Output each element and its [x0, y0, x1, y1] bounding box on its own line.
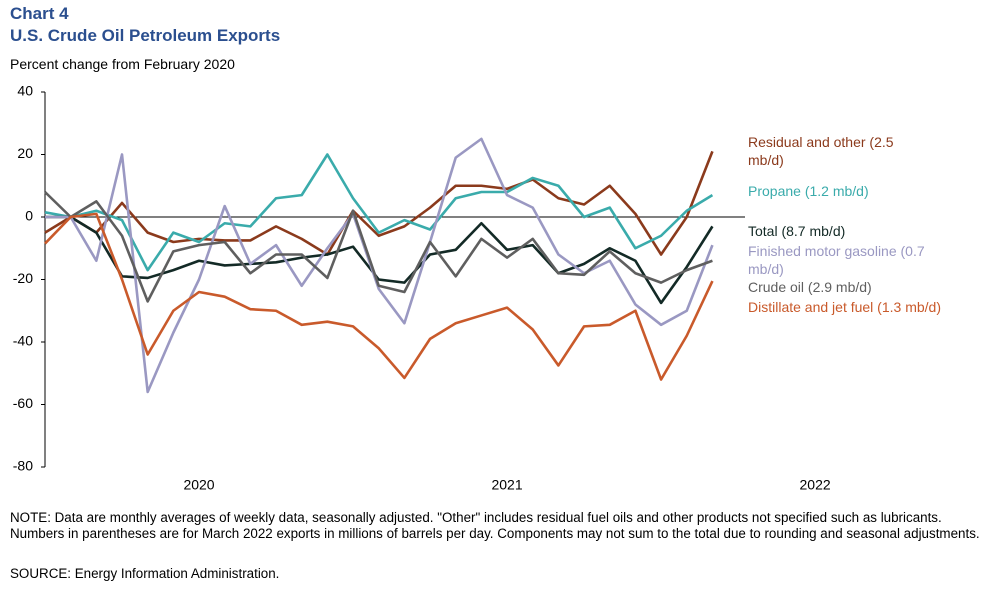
series-line: [45, 215, 714, 305]
series-line: [44, 150, 714, 256]
legend-label: Total (8.7 mb/d): [748, 223, 846, 239]
y-tick-label: -80: [13, 458, 33, 474]
x-tick-label: 2022: [800, 477, 831, 493]
x-tick-label: 2020: [183, 477, 214, 493]
y-tick-label: 40: [17, 83, 33, 99]
y-tick-label: 0: [25, 208, 33, 224]
legend-label: Crude oil (2.9 mb/d): [748, 279, 872, 295]
y-axis-label: Percent change from February 2020: [10, 56, 235, 72]
chart-title: Chart 4: [10, 4, 69, 23]
legend-label: Distillate and jet fuel (1.3 mb/d): [748, 299, 941, 315]
y-tick-label: -40: [13, 333, 33, 349]
y-tick-label: 20: [17, 145, 33, 161]
series-line: [44, 212, 714, 381]
legend-label: Finished motor gasoline (0.7 mb/d): [748, 243, 925, 277]
source: SOURCE: Energy Information Administratio…: [10, 566, 280, 581]
y-tick-label: -20: [13, 270, 33, 286]
y-tick-label: -60: [13, 395, 33, 411]
chart-subtitle: U.S. Crude Oil Petroleum Exports: [10, 26, 281, 45]
series-line: [44, 191, 713, 303]
legend-label: Propane (1.2 mb/d): [748, 183, 869, 199]
x-tick-label: 2021: [491, 477, 522, 493]
series-line: [45, 137, 714, 394]
series-line: [44, 153, 714, 272]
legend-label: Residual and other (2.5 mb/d): [748, 134, 894, 168]
chart: -80 -60 -40 -20 0 20 40 2020 2021 2022: [13, 83, 831, 493]
note: NOTE: Data are monthly averages of weekl…: [10, 510, 980, 541]
